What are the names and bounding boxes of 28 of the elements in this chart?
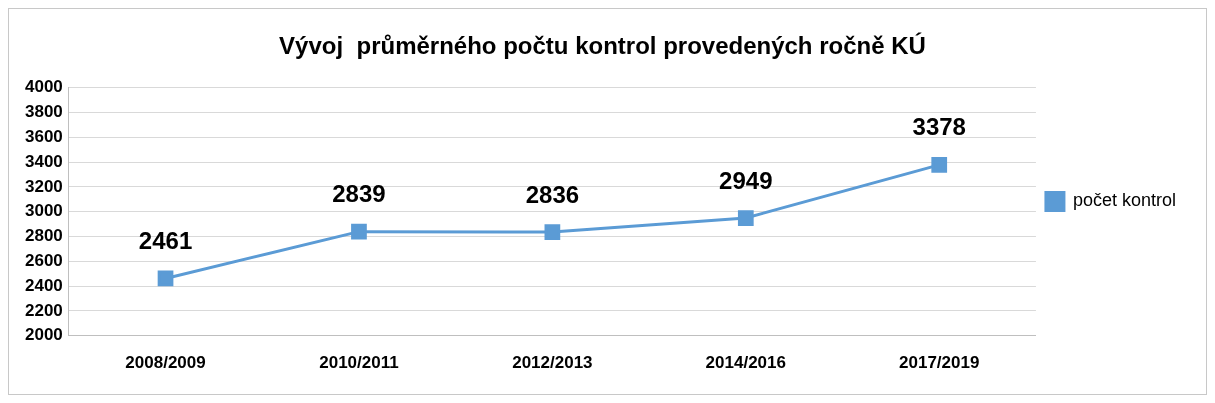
x-tick-label: 2012/2013 [512,353,593,373]
y-tick-label: 2000 [24,325,63,345]
y-tick-label: 2400 [24,275,63,295]
y-tick-label: 3800 [24,102,63,122]
data-label: 2949 [719,166,773,194]
y-tick-label: 3000 [24,201,63,221]
y-tick-label: 2200 [24,300,63,320]
y-tick-label: 2800 [24,226,63,246]
x-tick-label: 2008/2009 [125,353,206,373]
point [544,224,561,240]
data-label: 2836 [525,180,580,208]
data-label: 2839 [332,180,386,208]
x-tick-label: 2017/2019 [899,353,980,373]
y-tick-label: 3400 [24,151,63,171]
point [351,223,367,240]
y-tick-label: 2600 [24,250,63,270]
x-tick-label: 2014/2016 [705,353,786,373]
x-tick-label: 2010/2011 [319,353,399,373]
point [157,270,174,287]
legend-label: počet kontrol [1072,190,1176,211]
data-label: 3378 [912,113,966,141]
y-tick-label: 3200 [24,176,63,196]
point [931,157,948,173]
chart-title: Vývoj průměrného počtu kontrol provedených ročně KÚ [279,32,926,60]
y-tick-label: 3600 [24,127,63,147]
data-label: 2461 [138,227,193,255]
y-tick-label: 4000 [24,77,63,97]
point [737,210,754,226]
